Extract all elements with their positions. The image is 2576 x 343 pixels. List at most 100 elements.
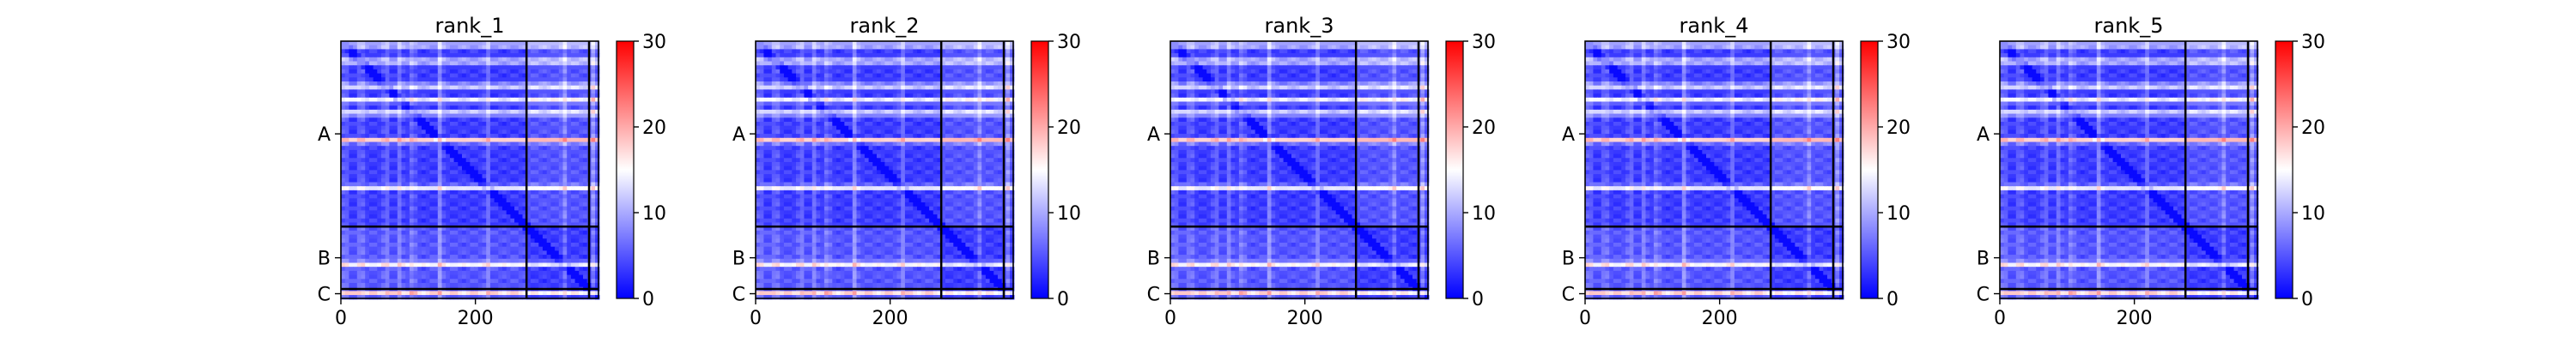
heatmap-cell <box>393 89 398 94</box>
heatmap-cell <box>446 85 451 90</box>
heatmap-cell <box>380 267 386 272</box>
heatmap-cell <box>876 57 882 63</box>
heatmap-cell <box>498 158 503 163</box>
heatmap-cell <box>582 158 588 163</box>
heatmap-cell <box>949 45 954 50</box>
heatmap-cell <box>816 93 821 99</box>
heatmap-cell <box>413 41 418 46</box>
heatmap-cell <box>997 61 1003 66</box>
heatmap-cell <box>562 61 568 66</box>
heatmap-cell <box>349 206 354 211</box>
heatmap-cell <box>514 270 519 276</box>
heatmap-cell <box>780 89 785 94</box>
heatmap-cell <box>579 258 584 264</box>
heatmap-cell <box>417 137 422 143</box>
heatmap-cell <box>368 45 374 50</box>
heatmap-cell <box>385 274 390 280</box>
heatmap-cell <box>344 97 349 103</box>
heatmap-cell <box>349 242 354 248</box>
heatmap-cell <box>973 49 979 54</box>
heatmap-cell <box>901 61 906 66</box>
heatmap-cell <box>429 198 434 203</box>
heatmap-cell <box>461 129 467 135</box>
heatmap-cell <box>498 93 503 99</box>
heatmap-cell <box>474 218 479 224</box>
heatmap-cell <box>380 77 386 82</box>
heatmap-cell <box>474 77 479 82</box>
heatmap-cell <box>582 97 588 103</box>
heatmap-cell <box>506 85 511 90</box>
heatmap-cell <box>550 77 556 82</box>
heatmap-cell <box>421 267 427 272</box>
heatmap-cell <box>1005 65 1011 70</box>
heatmap-cell <box>498 258 503 264</box>
heatmap-cell <box>880 49 885 54</box>
heatmap-cell <box>353 279 358 284</box>
heatmap-cell <box>783 53 789 58</box>
heatmap-cell <box>489 198 495 203</box>
heatmap-cell <box>579 202 584 208</box>
heatmap-cell <box>344 149 349 155</box>
heatmap-cell <box>470 49 475 54</box>
heatmap-cell <box>413 101 418 106</box>
heatmap-cell <box>489 77 495 82</box>
heatmap-cell <box>579 53 584 58</box>
heatmap-cell <box>449 274 455 280</box>
heatmap-cell <box>506 61 511 66</box>
heatmap-cell <box>486 81 491 87</box>
heatmap-cell <box>482 137 487 143</box>
heatmap-cell <box>579 134 584 139</box>
heatmap-cell <box>344 69 349 75</box>
heatmap-cell <box>820 93 825 99</box>
heatmap-cell <box>409 178 415 184</box>
heatmap-cell <box>510 77 515 82</box>
heatmap-cell <box>514 93 519 99</box>
heatmap-cell <box>489 242 495 248</box>
heatmap-cell <box>808 61 813 66</box>
heatmap-cell <box>356 234 362 239</box>
heatmap-cell <box>361 230 366 236</box>
heatmap-cell <box>494 69 499 75</box>
heatmap-cell <box>555 210 560 215</box>
heatmap-cell <box>872 49 878 54</box>
heatmap-cell <box>361 149 366 155</box>
heatmap-cell <box>482 89 487 94</box>
heatmap-cell <box>449 146 455 151</box>
heatmap-cell <box>856 61 861 66</box>
heatmap-cell <box>453 89 459 94</box>
heatmap-cell <box>425 267 430 272</box>
heatmap-cell <box>567 149 572 155</box>
heatmap-cell <box>441 258 447 264</box>
heatmap-cell <box>522 65 527 70</box>
heatmap-cell <box>501 226 507 232</box>
heatmap-cell <box>501 149 507 155</box>
heatmap-cell <box>482 141 487 147</box>
heatmap-cell <box>458 93 463 99</box>
heatmap-cell <box>582 109 588 115</box>
heatmap-cell <box>349 81 354 87</box>
heatmap-cell <box>538 61 544 66</box>
heatmap-cell <box>365 210 370 215</box>
heatmap-cell <box>860 49 866 54</box>
heatmap-cell <box>477 242 483 248</box>
heatmap-cell <box>373 93 378 99</box>
heatmap-cell <box>494 262 499 268</box>
heatmap-cell <box>555 41 560 46</box>
heatmap-cell <box>486 274 491 280</box>
heatmap-cell <box>775 45 781 50</box>
heatmap-cell <box>591 295 596 300</box>
heatmap-cell <box>405 210 410 215</box>
heatmap-cell <box>446 101 451 106</box>
heatmap-cell <box>756 45 761 50</box>
heatmap-cell <box>530 109 536 115</box>
heatmap-cell <box>461 282 467 288</box>
heatmap-cell <box>844 89 849 94</box>
heatmap-cell <box>591 258 596 264</box>
heatmap-cell <box>985 65 991 70</box>
heatmap-cell <box>368 279 374 284</box>
heatmap-cell <box>884 73 890 78</box>
heatmap-cell <box>465 153 471 159</box>
heatmap-cell <box>421 214 427 220</box>
heatmap-cell <box>413 61 418 66</box>
heatmap-cell <box>518 53 524 58</box>
